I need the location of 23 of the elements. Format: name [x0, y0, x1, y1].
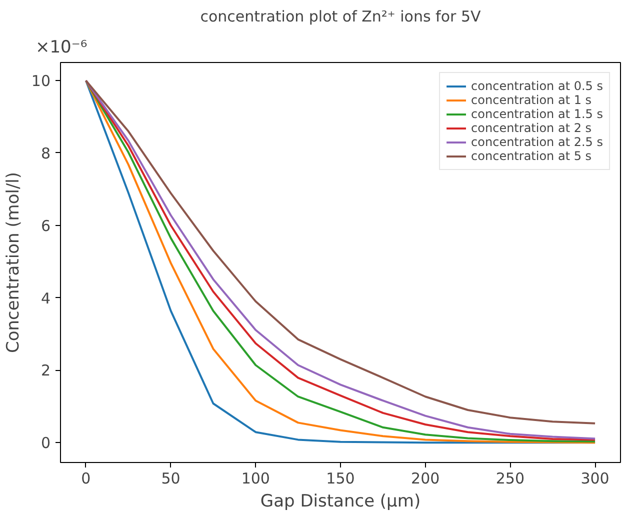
y-tick-label: 10 — [31, 72, 51, 90]
legend-label: concentration at 0.5 s — [471, 79, 603, 93]
y-tick-label: 6 — [40, 216, 51, 235]
legend-label: concentration at 1.5 s — [471, 107, 603, 121]
y-tick-label: 8 — [40, 144, 51, 162]
x-tick-label: 250 — [496, 470, 525, 488]
chart-title: concentration plot of Zn²⁺ ions for 5V — [200, 8, 482, 26]
legend-label: concentration at 2 s — [471, 121, 592, 135]
y-tick-label: 4 — [40, 289, 51, 308]
y-axis-title: Concentration (mol/l) — [3, 172, 24, 354]
x-axis-title: Gap Distance (µm) — [260, 492, 421, 512]
legend-label: concentration at 2.5 s — [471, 135, 603, 149]
y-tick-label: 2 — [40, 362, 51, 380]
x-tick-label: 100 — [241, 470, 270, 488]
x-tick-label: 150 — [326, 470, 355, 488]
x-tick-label: 0 — [81, 470, 91, 488]
legend-label: concentration at 1 s — [471, 93, 592, 107]
x-tick-label: 200 — [411, 470, 440, 488]
text: ×10⁻⁶ — [36, 38, 88, 58]
x-tick-label: 50 — [161, 470, 180, 488]
y-tick-label: 0 — [40, 434, 51, 452]
x-tick-label: 300 — [580, 470, 610, 488]
legend-label: concentration at 5 s — [471, 149, 592, 163]
